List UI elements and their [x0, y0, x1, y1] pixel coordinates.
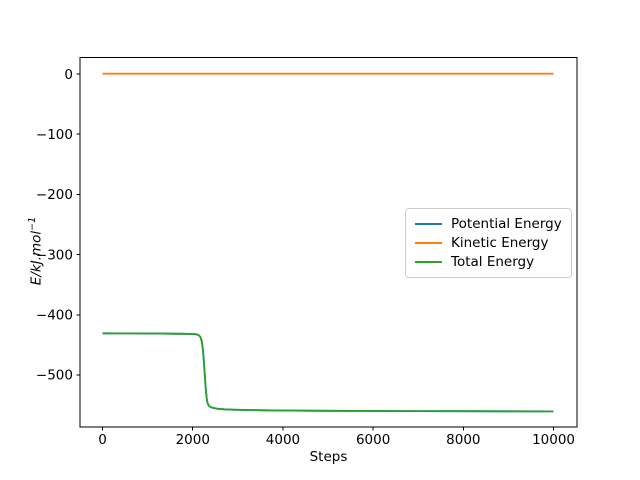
- y-axis-tick-label: 0: [64, 67, 73, 83]
- x-axis-label: Steps: [309, 449, 348, 465]
- y-axis-tick-label: −100: [36, 127, 73, 143]
- x-axis-tick-label: 2000: [176, 432, 210, 448]
- axes-frame: [79, 57, 578, 428]
- legend-entry-potential-energy: Potential Energy: [415, 216, 564, 232]
- series-line-potential-energy: [102, 332, 554, 413]
- x-axis-tick-label: 6000: [356, 432, 390, 448]
- y-axis-tick-label: −400: [36, 308, 73, 324]
- legend-label-total: Total Energy: [451, 254, 535, 271]
- legend-line-sample-kinetic: [415, 241, 442, 244]
- series-line-total-energy: [102, 332, 554, 413]
- x-axis-tick-label: 4000: [266, 432, 300, 448]
- x-axis-tick-label: 8000: [446, 432, 480, 448]
- legend-entry-kinetic-energy: Kinetic Energy: [415, 235, 564, 251]
- y-axis-tick-label: −200: [36, 187, 73, 203]
- y-axis-tick-label: −300: [36, 247, 73, 263]
- legend-line-sample-potential: [415, 222, 442, 225]
- y-axis-label: E/kJ.mol−1: [23, 191, 45, 311]
- y-axis-label-text: E/kJ.mol: [28, 230, 45, 286]
- legend-label-potential: Potential Energy: [451, 215, 562, 232]
- y-axis-label-exponent: −1: [27, 216, 38, 231]
- legend-line-sample-total: [415, 261, 442, 264]
- x-axis-tick-label: 0: [98, 432, 107, 448]
- legend-label-kinetic: Kinetic Energy: [451, 234, 549, 251]
- y-axis-tick-label: −500: [36, 368, 73, 384]
- legend: Potential Energy Kinetic Energy Total En…: [405, 208, 572, 278]
- x-axis-tick-label: 10000: [532, 432, 575, 448]
- legend-entry-total-energy: Total Energy: [415, 254, 564, 270]
